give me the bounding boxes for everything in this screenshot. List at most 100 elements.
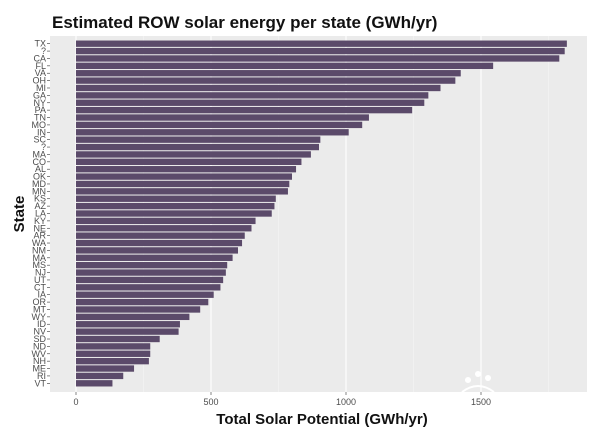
y-tick-label-19: MD	[32, 179, 46, 189]
y-tick-label-14: ?	[41, 142, 46, 152]
bar-41	[76, 343, 151, 350]
y-tick-label-27: WA	[32, 238, 46, 248]
y-tick-label-31: NJ	[35, 268, 46, 278]
bar-33	[76, 284, 221, 291]
x-axis-title: Total Solar Potential (GWh/yr)	[216, 411, 427, 428]
bar-30	[76, 262, 228, 269]
y-tick-label-16: CO	[33, 157, 47, 167]
x-tick-label-0: 0	[73, 397, 78, 407]
bar-35	[76, 298, 209, 306]
bar-46	[76, 380, 113, 387]
y-tick-label-11: MO	[32, 120, 47, 130]
y-tick-label-24: KY	[34, 216, 46, 226]
bar-40	[76, 335, 160, 343]
x-tick-label-3: 1500	[471, 397, 491, 407]
bar-27	[76, 239, 243, 247]
y-tick-label-25: NE	[33, 223, 46, 233]
y-tick-label-33: CT	[34, 282, 46, 292]
y-tick-labels: TX?CAFLVAOHMIGANYPATNMOINSC?MACOALOKMDMN…	[32, 39, 50, 388]
y-tick-label-3: FL	[35, 61, 46, 71]
bar-2	[76, 55, 560, 62]
sun-logo-icon	[461, 371, 495, 393]
y-tick-label-10: TN	[34, 113, 46, 123]
bar-22	[76, 202, 275, 210]
bar-16	[76, 158, 302, 165]
y-tick-label-44: ME	[33, 364, 47, 374]
y-tick-label-37: WY	[32, 312, 47, 322]
bar-14	[76, 143, 319, 151]
bar-44	[76, 365, 135, 372]
bar-7	[76, 92, 429, 99]
bar-25	[76, 225, 252, 232]
y-tick-label-46: VT	[34, 378, 46, 388]
y-tick-label-22: AZ	[34, 201, 46, 211]
y-axis-title: State	[11, 196, 28, 233]
y-tick-label-17: AL	[35, 164, 46, 174]
bar-5	[76, 77, 456, 84]
y-tick-label-20: MN	[32, 186, 46, 196]
x-tick-labels: 0 500 1000 1500	[73, 392, 491, 407]
bar-1	[76, 47, 565, 55]
watermark-text: pv magazine	[508, 399, 576, 413]
bar-15	[76, 151, 311, 158]
bar-38	[76, 321, 180, 328]
y-tick-label-9: PA	[35, 105, 46, 115]
y-tick-label-15: MA	[33, 149, 47, 159]
bar-34	[76, 291, 214, 298]
y-tick-label-23: LA	[35, 209, 46, 219]
bar-19	[76, 180, 290, 188]
bar-28	[76, 247, 238, 254]
y-tick-label-45: RI	[37, 371, 46, 381]
y-tick-label-38: ID	[37, 319, 47, 329]
y-tick-label-8: NY	[33, 98, 46, 108]
bar-31	[76, 269, 226, 276]
bar-6	[76, 84, 441, 92]
bar-3	[76, 62, 494, 70]
y-tick-label-1: ?	[41, 46, 46, 56]
y-tick-label-35: OR	[33, 297, 47, 307]
bar-45	[76, 372, 124, 380]
bar-23	[76, 210, 272, 217]
y-tick-label-39: NV	[33, 327, 46, 337]
bar-18	[76, 173, 292, 180]
bar-0	[76, 40, 567, 47]
bar-24	[76, 217, 256, 225]
bar-9	[76, 106, 413, 114]
bar-29	[76, 254, 233, 261]
y-tick-label-6: MI	[36, 83, 46, 93]
y-tick-label-34: IA	[37, 290, 46, 300]
chart-title: Estimated ROW solar energy per state (GW…	[52, 13, 437, 32]
y-tick-label-13: SC	[33, 135, 46, 145]
y-tick-label-41: ND	[33, 341, 46, 351]
bar-26	[76, 232, 245, 239]
y-tick-label-30: MS	[33, 260, 47, 270]
y-tick-label-40: SD	[33, 334, 46, 344]
y-tick-label-7: GA	[33, 90, 46, 100]
bar-39	[76, 328, 179, 335]
x-tick-label-2: 1000	[336, 397, 356, 407]
bar-8	[76, 99, 425, 106]
y-tick-label-21: KS	[34, 194, 46, 204]
bar-4	[76, 70, 461, 77]
bar-36	[76, 306, 201, 313]
bar-20	[76, 188, 288, 195]
y-tick-label-29: MA	[33, 253, 47, 263]
y-tick-label-26: AR	[33, 231, 46, 241]
y-tick-label-36: MT	[33, 304, 46, 314]
x-tick-label-1: 500	[203, 397, 218, 407]
bar-17	[76, 166, 297, 173]
y-tick-label-42: WV	[32, 349, 47, 359]
y-tick-label-43: NH	[33, 356, 46, 366]
bar-21	[76, 195, 276, 202]
bar-12	[76, 129, 349, 136]
bar-43	[76, 357, 149, 365]
bar-37	[76, 313, 190, 321]
watermark: pv magazine	[461, 371, 576, 413]
y-tick-label-0: TX	[34, 39, 46, 49]
y-tick-label-12: IN	[37, 127, 46, 137]
bars-layer	[76, 40, 567, 387]
bar-13	[76, 136, 321, 143]
bar-10	[76, 114, 369, 121]
